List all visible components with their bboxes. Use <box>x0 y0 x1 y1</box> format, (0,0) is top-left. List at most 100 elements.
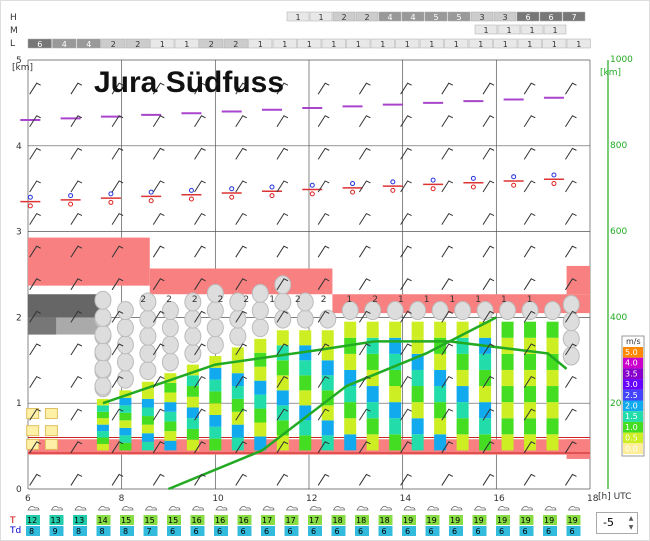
wind-column-cell <box>254 422 267 437</box>
wind-barb <box>523 212 536 225</box>
wind-barb <box>276 375 289 388</box>
wind-barb <box>523 408 536 421</box>
humidity-cell <box>44 407 58 419</box>
cloud-puff <box>139 309 157 329</box>
spinner-up-icon[interactable]: ▲ <box>628 515 634 522</box>
wind-barb <box>400 147 412 160</box>
dew-value: 8 <box>29 527 34 536</box>
wind-column-cell <box>254 394 267 409</box>
wind-barb <box>276 310 289 323</box>
mid-cloud-cell <box>543 24 567 35</box>
wind-column-cell <box>164 411 177 422</box>
temp-point <box>269 193 275 199</box>
wind-column-cell <box>186 375 199 387</box>
high-cloud-label: 4 <box>388 13 393 22</box>
wind-barb <box>441 441 454 454</box>
dew-value: 6 <box>311 527 316 536</box>
wind-column-cell <box>164 402 177 412</box>
wind-barb <box>152 82 165 95</box>
chart-title: Jura Südfuss <box>94 66 284 99</box>
wind-column-cell <box>389 386 402 403</box>
dew-cell <box>519 526 534 536</box>
wind-barb <box>235 310 247 323</box>
wind-barb <box>29 180 41 193</box>
high-cloud-cell <box>516 11 540 22</box>
wind-barb <box>111 278 124 291</box>
cloud-puff <box>409 301 427 321</box>
wind-barb <box>523 375 536 388</box>
legend-label: 3.0 <box>625 380 638 389</box>
low-cloud-label: 4 <box>86 40 91 49</box>
wind-barb <box>482 343 495 356</box>
cloud-puff <box>94 376 112 396</box>
cloud-puff <box>139 326 157 346</box>
low-cloud-cell <box>321 38 346 49</box>
wind-column-cell <box>209 391 222 404</box>
legend-label: 0.5 <box>625 434 638 443</box>
legend-label: 2.5 <box>625 391 638 400</box>
wind-barb <box>235 278 247 291</box>
wind-column-cell <box>119 397 132 406</box>
wind-barb <box>194 310 206 323</box>
wind-column-cell <box>164 440 177 451</box>
wind-barb <box>317 245 330 258</box>
x-tick-label: 14 <box>400 494 412 504</box>
x-axis-ticks: 6 8 10 12 14 16 18 <box>25 494 599 504</box>
temp-point <box>551 172 557 178</box>
low-cloud-cell <box>272 38 297 49</box>
weather-cloud-icon <box>168 506 181 511</box>
wind-column-cell <box>456 369 469 387</box>
high-cloud-cell <box>562 11 586 22</box>
cloud-cover-label: 2 <box>243 295 249 305</box>
cloud-puff <box>184 309 202 329</box>
dew-value: 8 <box>100 527 105 536</box>
weather-cloud-icon <box>567 506 580 511</box>
wind-barb <box>194 180 206 193</box>
wind-column-cell <box>456 386 469 403</box>
temp-point <box>188 196 194 202</box>
wind-column-cell <box>389 418 402 435</box>
temp-value: 19 <box>497 516 507 525</box>
wind-column-cell <box>321 405 334 421</box>
temp-cell <box>214 515 228 525</box>
wind-barb <box>194 441 206 454</box>
low-cloud-label: 1 <box>527 40 532 49</box>
high-cloud-cell <box>286 11 310 22</box>
cloud-cover-bars: 1 1 2 2 4 4 5 5 3 3 6 6 7 1 1 1 1 6 4 4 2 2 1 1 2 2 1 1 1 1 1 1 1 1 1 1 1 1 1 1 <box>27 11 591 49</box>
offset-spinner[interactable]: -5 ▲ ▼ <box>596 512 638 534</box>
wind-barb <box>70 278 83 291</box>
spinner-down-icon[interactable]: ▼ <box>628 524 634 531</box>
temp-value: 18 <box>380 516 390 525</box>
cloud-puff <box>184 343 202 363</box>
dew-cell <box>26 526 40 536</box>
cloud-puff <box>139 361 157 381</box>
dew-value: 8 <box>76 527 81 536</box>
wind-column-cell <box>546 418 559 435</box>
wind-barb <box>482 408 495 421</box>
cloud-puff <box>499 301 517 321</box>
legend-swatch <box>623 368 643 380</box>
cloud-cover-label: 1 <box>346 295 352 305</box>
wind-barb <box>152 180 165 193</box>
fog-block <box>28 294 103 318</box>
low-cloud-label: 2 <box>233 40 238 49</box>
wind-barb <box>235 473 247 486</box>
weather-cloud-icon <box>121 506 134 511</box>
cloud-puff <box>94 342 112 362</box>
cloud-cover-label: 2 <box>192 295 198 305</box>
high-cloud-label: 1 <box>319 13 324 22</box>
wind-column-cell <box>546 321 559 338</box>
dew-value: 6 <box>523 527 528 536</box>
y-tick-label: 4 <box>16 142 22 152</box>
x-tick-label: 6 <box>25 494 31 504</box>
dew-cell <box>425 526 440 536</box>
wind-barb <box>441 343 454 356</box>
wind-column-cell <box>209 426 222 439</box>
wind-column-cell <box>141 416 154 425</box>
left-axis-unit: [km] <box>12 63 33 73</box>
wind-barb <box>317 310 330 323</box>
wind-barb <box>29 310 41 323</box>
wind-column-cell <box>254 352 267 367</box>
low-cloud-label: 1 <box>478 40 483 49</box>
low-cloud-label: 1 <box>258 40 263 49</box>
